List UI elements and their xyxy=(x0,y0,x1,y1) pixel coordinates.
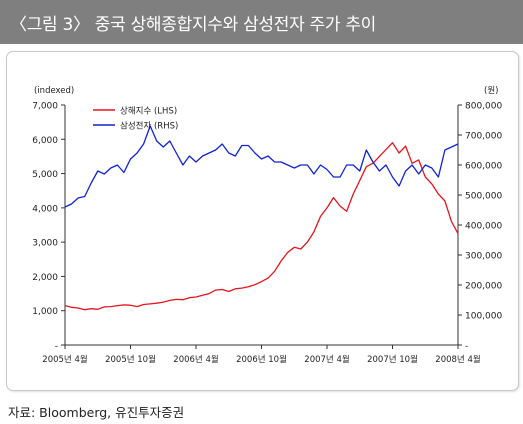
left-tick-label: 4,000 xyxy=(32,204,58,214)
x-tick-label: 2007년 10월 xyxy=(367,354,418,365)
left-tick-label: 7,000 xyxy=(32,102,58,112)
x-tick-label: 2007년 4월 xyxy=(304,354,349,365)
series-line-shanghai xyxy=(64,142,459,311)
left-tick-label: 1,000 xyxy=(32,307,58,317)
x-tick-label: 2008년 4월 xyxy=(435,354,480,365)
legend-label: 상해지수 (LHS) xyxy=(120,106,177,117)
figure-title: 〈그림 3〉 중국 상해종합지수와 삼성전자 주가 추이 xyxy=(10,15,376,35)
left-tick-label: 6,000 xyxy=(32,136,58,146)
right-tick-label: 800,000 xyxy=(465,102,502,112)
right-tick-label: 500,000 xyxy=(465,192,502,202)
legend-label: 삼성전자 (RHS) xyxy=(120,121,178,132)
x-tick-label: 2006년 4월 xyxy=(173,354,218,365)
series-line-samsung xyxy=(64,125,459,208)
right-tick-label: 600,000 xyxy=(465,162,502,172)
right-tick-label: 200,000 xyxy=(465,282,502,292)
right-tick-label: - xyxy=(465,342,468,352)
right-tick-label: 700,000 xyxy=(465,132,502,142)
chart-panel: - 1,000 2,000 3,000 4,000 5,000 6,000 7,000 - 100… xyxy=(6,51,519,391)
left-tick-label: 2,000 xyxy=(32,273,58,283)
figure-title-bar: 〈그림 3〉 중국 상해종합지수와 삼성전자 주가 추이 xyxy=(0,0,523,44)
left-tick-label: - xyxy=(55,342,58,352)
left-tick-label: 5,000 xyxy=(32,170,58,180)
line-chart: - 1,000 2,000 3,000 4,000 5,000 6,000 7,000 - 100… xyxy=(32,86,502,365)
right-axis-unit-label: (원) xyxy=(484,86,498,96)
right-tick-label: 300,000 xyxy=(465,252,502,262)
source-note: 자료: Bloomberg, 유진투자증권 xyxy=(8,405,185,420)
left-tick-label: 3,000 xyxy=(32,239,58,249)
left-axis-unit-label: (indexed) xyxy=(34,86,74,96)
right-tick-label: 400,000 xyxy=(465,222,502,232)
right-tick-label: 100,000 xyxy=(465,312,502,322)
x-tick-label: 2006년 10월 xyxy=(236,354,287,365)
x-tick-label: 2005년 10월 xyxy=(105,354,156,365)
x-tick-label: 2005년 4월 xyxy=(42,354,87,365)
